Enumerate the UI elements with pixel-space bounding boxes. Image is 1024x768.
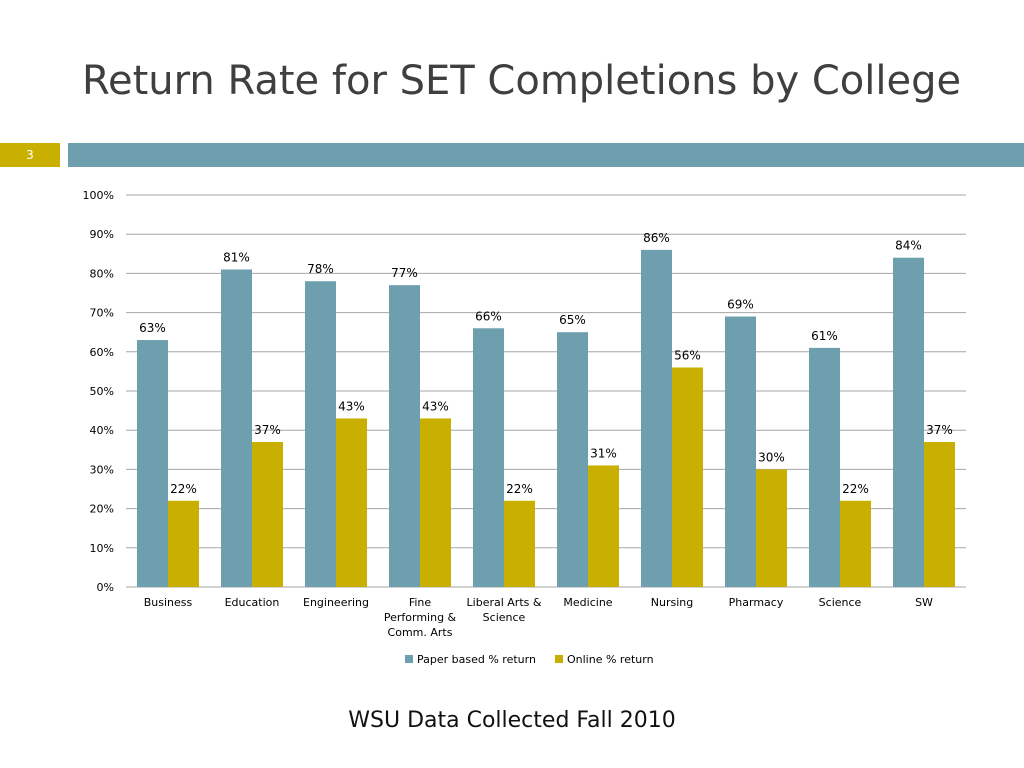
- x-tick-label: Business: [144, 596, 193, 609]
- bar: [809, 347, 840, 587]
- data-label: 37%: [254, 423, 281, 437]
- bar: [473, 328, 504, 587]
- x-tick-label: Engineering: [303, 596, 369, 609]
- data-label: 43%: [338, 399, 365, 413]
- bar: [305, 281, 336, 587]
- accent-band-left: [0, 143, 60, 167]
- data-label: 43%: [422, 399, 449, 413]
- data-label: 78%: [307, 262, 334, 276]
- data-label: 84%: [895, 239, 922, 253]
- data-label: 77%: [391, 266, 418, 280]
- y-tick-label: 100%: [83, 189, 114, 202]
- x-tick-label: Pharmacy: [729, 596, 784, 609]
- x-tick-label: Education: [225, 596, 280, 609]
- data-label: 65%: [559, 313, 586, 327]
- y-tick-label: 40%: [90, 424, 114, 437]
- y-tick-label: 10%: [90, 542, 114, 555]
- x-tick-label: Performing &: [384, 611, 457, 624]
- bar: [588, 465, 619, 587]
- data-label: 63%: [139, 321, 166, 335]
- data-label: 56%: [674, 348, 701, 362]
- bar: [168, 500, 199, 587]
- legend-swatch: [405, 655, 413, 663]
- y-tick-label: 50%: [90, 385, 114, 398]
- y-tick-label: 80%: [90, 267, 114, 280]
- x-tick-label: Science: [483, 611, 526, 624]
- data-label: 22%: [170, 482, 197, 496]
- data-label: 22%: [506, 482, 533, 496]
- bar: [641, 249, 672, 587]
- x-tick-label: SW: [915, 596, 933, 609]
- bar: [389, 285, 420, 587]
- bar: [252, 441, 283, 587]
- y-tick-label: 0%: [97, 581, 114, 594]
- bar: [725, 316, 756, 587]
- slide-title: Return Rate for SET Completions by Colle…: [82, 58, 962, 104]
- x-tick-label: Comm. Arts: [388, 626, 453, 639]
- bar: [336, 418, 367, 587]
- bar: [924, 441, 955, 587]
- data-label: 30%: [758, 450, 785, 464]
- legend-swatch: [555, 655, 563, 663]
- x-tick-label: Liberal Arts &: [467, 596, 542, 609]
- bar: [893, 257, 924, 587]
- x-tick-label: Medicine: [563, 596, 612, 609]
- y-tick-label: 30%: [90, 463, 114, 476]
- data-label: 86%: [643, 231, 670, 245]
- x-tick-label: Fine: [409, 596, 432, 609]
- data-label: 66%: [475, 309, 502, 323]
- y-tick-label: 90%: [90, 228, 114, 241]
- legend-label: Paper based % return: [417, 653, 536, 666]
- slide-number: 3: [26, 148, 34, 162]
- data-label: 81%: [223, 250, 250, 264]
- data-label: 31%: [590, 446, 617, 460]
- x-tick-label: Science: [819, 596, 862, 609]
- bar: [221, 269, 252, 587]
- bar: [420, 418, 451, 587]
- accent-band-right: [68, 143, 1024, 167]
- data-label: 61%: [811, 329, 838, 343]
- footer-note: WSU Data Collected Fall 2010: [348, 708, 676, 733]
- x-tick-label: Nursing: [651, 596, 693, 609]
- bar-chart: 0% 10% 20% 30% 40% 50% 60% 70% 80% 90% 100% 63% 22% B…: [83, 189, 966, 666]
- y-tick-label: 70%: [90, 307, 114, 320]
- bar: [840, 500, 871, 587]
- y-tick-label: 60%: [90, 346, 114, 359]
- data-label: 69%: [727, 298, 754, 312]
- data-label: 37%: [926, 423, 953, 437]
- bar: [504, 500, 535, 587]
- y-tick-label: 20%: [90, 503, 114, 516]
- data-label: 22%: [842, 482, 869, 496]
- bar: [672, 367, 703, 587]
- bar: [756, 469, 787, 587]
- bar: [557, 332, 588, 587]
- bar: [137, 340, 168, 587]
- legend-label: Online % return: [567, 653, 654, 666]
